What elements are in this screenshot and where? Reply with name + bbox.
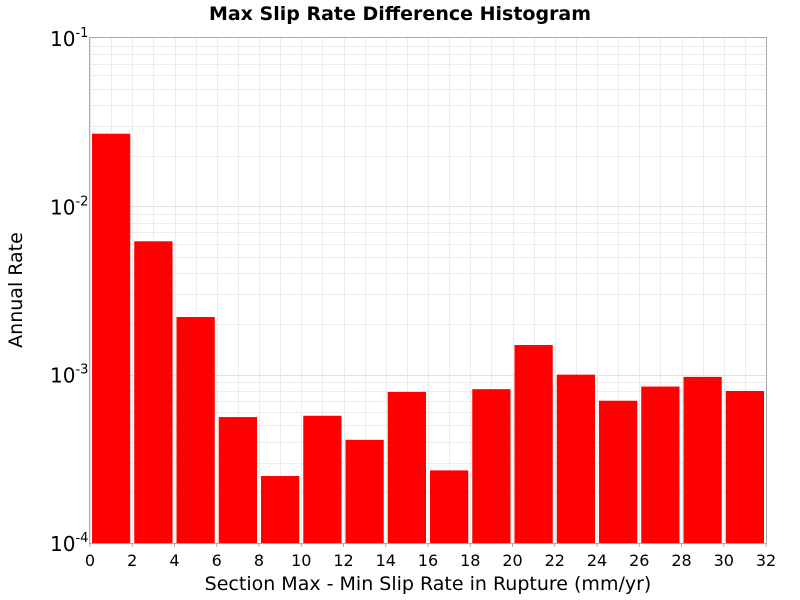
histogram-bar-18-20 [472, 389, 511, 543]
histogram-bar-14-16 [387, 391, 426, 543]
bars-group [92, 133, 764, 543]
x-tick-label: 22 [545, 551, 565, 570]
y-tick-label: 10-2 [50, 194, 88, 219]
chart-title: Max Slip Rate Difference Histogram [209, 3, 591, 25]
histogram-bar-16-18 [430, 470, 469, 543]
histogram-bar-2-4 [134, 241, 173, 543]
x-tick-label: 18 [460, 551, 480, 570]
x-tick-label: 14 [376, 551, 396, 570]
histogram-bar-8-10 [261, 476, 300, 543]
x-tick-label: 4 [169, 551, 179, 570]
histogram-bar-22-24 [556, 374, 595, 543]
x-tick-label: 30 [714, 551, 734, 570]
x-axis-label: Section Max - Min Slip Rate in Rupture (… [205, 573, 652, 595]
x-tick-label: 2 [127, 551, 137, 570]
histogram-bar-24-26 [599, 400, 638, 543]
x-tick-label: 10 [291, 551, 311, 570]
x-tick-label: 24 [587, 551, 607, 570]
histogram-bar-20-22 [514, 345, 553, 543]
histogram-bar-12-14 [345, 439, 384, 543]
x-tick-label: 12 [333, 551, 353, 570]
x-tick-label: 32 [756, 551, 776, 570]
histogram-bar-0-2 [92, 133, 131, 543]
x-tick-label: 0 [85, 551, 95, 570]
y-tick-label: 10-3 [50, 363, 88, 388]
x-tick-label: 20 [502, 551, 522, 570]
histogram-bar-6-8 [218, 417, 257, 543]
histogram-bar-4-6 [176, 317, 215, 543]
x-axis-ticks: 0 2 4 6 8 10 12 14 16 18 20 22 24 26 28 30 32 [85, 543, 776, 570]
histogram-bar-28-30 [683, 376, 722, 543]
x-tick-label: 28 [671, 551, 691, 570]
histogram-bar-30-32 [725, 390, 764, 543]
histogram-bar-26-28 [641, 386, 680, 543]
histogram-bar-10-12 [303, 415, 342, 543]
y-tick-label: 10-1 [50, 26, 88, 51]
x-tick-label: 8 [254, 551, 264, 570]
y-axis-label: Annual Rate [5, 232, 27, 348]
x-tick-label: 26 [629, 551, 649, 570]
y-tick-label: 10-4 [50, 531, 88, 556]
y-axis-ticks: 10-4 10-3 10-2 10-1 [50, 26, 88, 556]
x-tick-label: 6 [212, 551, 222, 570]
x-tick-label: 16 [418, 551, 438, 570]
